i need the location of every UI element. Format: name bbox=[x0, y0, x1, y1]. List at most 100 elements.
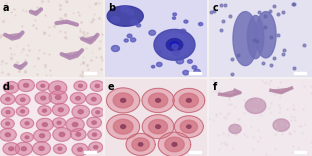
Polygon shape bbox=[165, 137, 184, 152]
Polygon shape bbox=[0, 128, 16, 141]
Polygon shape bbox=[130, 38, 136, 42]
Polygon shape bbox=[94, 146, 98, 149]
Text: b: b bbox=[108, 3, 115, 13]
Polygon shape bbox=[66, 118, 84, 132]
Bar bbox=[84, 72, 96, 74]
Polygon shape bbox=[113, 119, 133, 134]
Polygon shape bbox=[78, 110, 83, 114]
Polygon shape bbox=[113, 93, 133, 108]
Polygon shape bbox=[40, 134, 45, 138]
Polygon shape bbox=[21, 110, 24, 113]
Polygon shape bbox=[106, 88, 140, 113]
Polygon shape bbox=[142, 115, 174, 139]
Polygon shape bbox=[71, 93, 86, 104]
Polygon shape bbox=[72, 143, 88, 156]
Polygon shape bbox=[188, 60, 192, 63]
Polygon shape bbox=[187, 99, 191, 102]
Polygon shape bbox=[41, 96, 46, 100]
Polygon shape bbox=[39, 146, 44, 150]
Polygon shape bbox=[3, 143, 19, 155]
Polygon shape bbox=[157, 62, 162, 67]
Polygon shape bbox=[124, 39, 128, 42]
Polygon shape bbox=[21, 133, 33, 142]
Polygon shape bbox=[59, 132, 65, 136]
Polygon shape bbox=[56, 95, 61, 99]
Polygon shape bbox=[79, 84, 82, 87]
Polygon shape bbox=[151, 66, 155, 68]
Polygon shape bbox=[16, 107, 29, 116]
Polygon shape bbox=[154, 29, 195, 60]
Polygon shape bbox=[41, 84, 45, 87]
Text: d: d bbox=[3, 82, 10, 92]
Polygon shape bbox=[158, 132, 191, 156]
Polygon shape bbox=[183, 70, 189, 75]
Polygon shape bbox=[111, 46, 119, 51]
Polygon shape bbox=[174, 116, 203, 138]
Polygon shape bbox=[229, 124, 241, 134]
Polygon shape bbox=[198, 22, 203, 26]
Polygon shape bbox=[142, 88, 174, 112]
Polygon shape bbox=[127, 10, 134, 15]
Polygon shape bbox=[170, 42, 178, 48]
Polygon shape bbox=[2, 107, 15, 117]
Polygon shape bbox=[49, 81, 67, 95]
Polygon shape bbox=[173, 13, 177, 16]
Polygon shape bbox=[82, 35, 97, 42]
Polygon shape bbox=[91, 108, 104, 117]
Polygon shape bbox=[42, 123, 47, 127]
Text: e: e bbox=[108, 82, 115, 92]
Polygon shape bbox=[24, 83, 29, 87]
Polygon shape bbox=[9, 147, 14, 151]
Polygon shape bbox=[34, 129, 51, 142]
Polygon shape bbox=[184, 20, 188, 23]
Polygon shape bbox=[130, 19, 138, 25]
Text: c: c bbox=[212, 3, 218, 13]
Polygon shape bbox=[57, 121, 61, 124]
Polygon shape bbox=[273, 119, 290, 131]
Polygon shape bbox=[38, 106, 51, 116]
Bar bbox=[189, 72, 201, 74]
Polygon shape bbox=[6, 98, 10, 101]
Polygon shape bbox=[1, 94, 15, 105]
Polygon shape bbox=[72, 122, 78, 127]
Polygon shape bbox=[89, 142, 103, 152]
Polygon shape bbox=[96, 111, 100, 114]
Polygon shape bbox=[173, 50, 180, 55]
Polygon shape bbox=[220, 90, 240, 96]
Polygon shape bbox=[126, 133, 155, 155]
Bar bbox=[294, 151, 306, 153]
Polygon shape bbox=[58, 147, 62, 150]
Polygon shape bbox=[245, 98, 266, 114]
Polygon shape bbox=[156, 99, 160, 102]
Polygon shape bbox=[53, 128, 71, 141]
Polygon shape bbox=[21, 98, 25, 101]
Polygon shape bbox=[53, 144, 66, 154]
Bar bbox=[294, 72, 306, 74]
Polygon shape bbox=[56, 22, 77, 25]
Polygon shape bbox=[247, 15, 264, 59]
Polygon shape bbox=[176, 58, 184, 64]
Polygon shape bbox=[107, 114, 140, 139]
Polygon shape bbox=[71, 129, 86, 140]
Polygon shape bbox=[74, 81, 87, 91]
Polygon shape bbox=[88, 129, 101, 140]
Polygon shape bbox=[31, 9, 41, 14]
Polygon shape bbox=[187, 125, 191, 128]
Polygon shape bbox=[156, 125, 160, 128]
Polygon shape bbox=[16, 94, 30, 105]
Polygon shape bbox=[172, 44, 178, 49]
Bar bbox=[84, 151, 96, 153]
Polygon shape bbox=[78, 148, 82, 151]
Polygon shape bbox=[173, 17, 176, 19]
Polygon shape bbox=[179, 93, 198, 108]
Polygon shape bbox=[121, 125, 126, 129]
Polygon shape bbox=[52, 118, 66, 128]
Polygon shape bbox=[95, 84, 99, 88]
Polygon shape bbox=[158, 51, 162, 53]
Polygon shape bbox=[20, 118, 34, 128]
Polygon shape bbox=[5, 32, 22, 39]
Polygon shape bbox=[18, 79, 34, 92]
Polygon shape bbox=[5, 133, 10, 137]
Polygon shape bbox=[149, 119, 168, 134]
Polygon shape bbox=[136, 24, 141, 27]
